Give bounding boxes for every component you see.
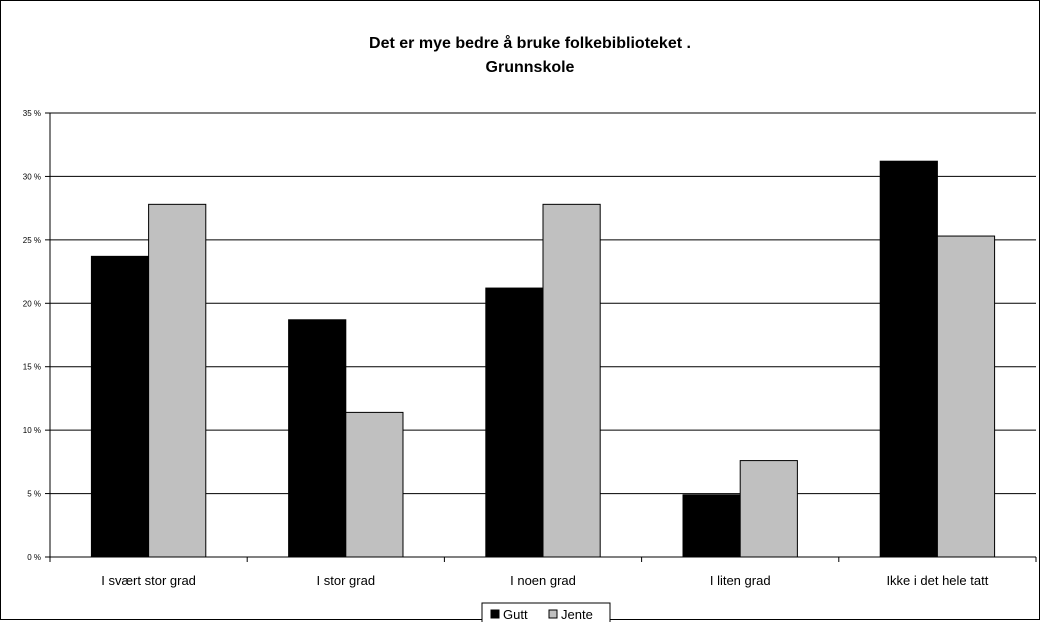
legend-label-gutt: Gutt xyxy=(503,607,528,622)
bar-jente xyxy=(936,235,996,558)
bar-jente xyxy=(345,411,404,558)
bar-jente xyxy=(739,460,798,558)
legend-swatch-jente xyxy=(548,609,558,619)
y-tick-label: 25 % xyxy=(23,236,41,245)
y-tick-label: 5 % xyxy=(27,490,41,499)
x-tick-label: I liten grad xyxy=(710,573,771,588)
x-tick-label: I svært stor grad xyxy=(101,573,196,588)
bar-gutt xyxy=(90,255,150,558)
y-tick-label: 0 % xyxy=(27,553,41,562)
bars xyxy=(90,160,996,558)
bar-gutt xyxy=(288,319,347,558)
gridlines xyxy=(50,112,1036,495)
chart-title-line-2: Grunnskole xyxy=(486,59,575,76)
legend-label-jente: Jente xyxy=(561,607,593,622)
y-tick-label: 10 % xyxy=(23,426,41,435)
legend-swatch-gutt xyxy=(490,609,500,619)
x-tick-label: I noen grad xyxy=(510,573,576,588)
y-tick-label: 15 % xyxy=(23,363,41,372)
bar-jente xyxy=(542,203,601,558)
bar-gutt xyxy=(682,494,741,558)
y-tick-label: 20 % xyxy=(23,299,41,308)
y-tick-label: 30 % xyxy=(23,172,41,181)
chart-title: Det er mye bedre å bruke folkebiblioteke… xyxy=(369,34,691,76)
x-tick-label: I stor grad xyxy=(317,573,376,588)
bar-gutt xyxy=(485,287,544,558)
axes: 0 % 5 % 10 % 15 % 20 % 25 % 30 % 35 % I svært st… xyxy=(23,109,1037,588)
bar-gutt xyxy=(879,160,938,558)
x-tick-label: Ikke i det hele tatt xyxy=(886,573,988,588)
bar-jente xyxy=(148,203,207,558)
chart-title-line-1: Det er mye bedre å bruke folkebiblioteke… xyxy=(369,34,691,52)
y-tick-label: 35 % xyxy=(23,109,41,118)
legend: Gutt Jente xyxy=(481,602,611,622)
legend-box xyxy=(481,602,611,622)
